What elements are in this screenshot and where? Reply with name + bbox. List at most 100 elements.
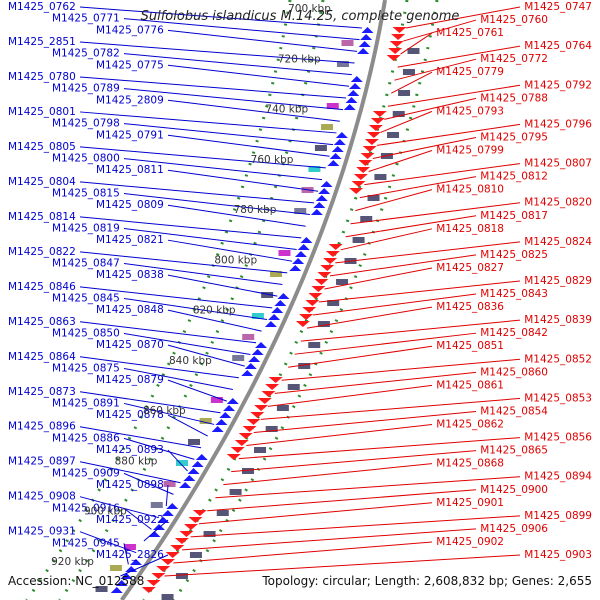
forward-gene-glyph [361,27,374,33]
reverse-gene-label: M1425_0839 [524,314,592,326]
forward-label-connector [123,402,215,425]
reverse-gene-glyph [349,188,364,194]
forward-gene-label: M1425_0780 [8,71,76,83]
forward-label-connector [123,263,283,286]
forward-label-connector [123,437,195,460]
reverse-gene-label: M1425_0868 [436,458,504,470]
reverse-gene-glyph [358,160,373,166]
forward-gene-glyph [277,293,290,299]
forward-gene-label: M1425_0875 [52,362,120,374]
forward-gene-glyph [329,153,342,159]
forward-gene-glyph [161,510,174,516]
feature-block [360,216,373,222]
reverse-label-connector [294,332,477,355]
feature-block [287,384,300,390]
reverse-gene-glyph [242,426,257,432]
reverse-gene-label: M1425_0793 [436,105,504,117]
reverse-gene-glyph [261,391,276,397]
forward-gene-glyph [195,454,208,460]
feature-block [392,111,405,117]
scale-label: 740 kbp [265,104,308,116]
forward-gene-glyph [271,307,284,313]
reverse-label-connector [306,306,433,329]
forward-gene-glyph [152,524,165,530]
forward-label-connector [123,472,174,495]
forward-gene-glyph [349,83,362,89]
reverse-gene-label: M1425_0900 [480,484,548,496]
forward-gene-glyph [335,132,348,138]
forward-gene-label: M1425_0896 [8,421,76,433]
reverse-gene-glyph [328,244,343,250]
feature-block [176,460,189,466]
forward-gene-glyph [360,34,373,40]
reverse-gene-glyph [368,125,383,131]
reverse-label-connector [312,293,477,316]
forward-gene-label: M1425_0771 [52,13,120,25]
reverse-label-connector [391,71,433,94]
reverse-gene-glyph [388,48,403,54]
feature-block [137,523,150,529]
feature-block [352,237,365,243]
reverse-gene-glyph [183,524,198,530]
feature-block [278,250,291,256]
forward-gene-glyph [315,195,328,201]
reverse-label-connector [340,228,433,251]
reverse-gene-label: M1425_0760 [480,14,548,26]
reverse-label-connector [215,476,521,499]
feature-block [398,90,411,96]
reverse-gene-glyph [146,580,161,586]
feature-block [336,61,349,67]
reverse-gene-label: M1425_0788 [480,92,548,104]
reverse-label-connector [368,150,433,172]
forward-gene-glyph [264,321,277,327]
reverse-label-connector [376,123,521,146]
scale-label: 720 kbp [278,53,321,65]
forward-gene-glyph [125,566,138,572]
forward-gene-glyph [358,41,371,47]
reverse-gene-glyph [160,559,175,565]
reverse-gene-glyph [156,566,171,572]
forward-gene-glyph [223,405,236,411]
forward-gene-glyph [115,580,128,586]
reverse-gene-label: M1425_0825 [480,249,548,261]
forward-label-connector [167,309,262,332]
forward-label-connector [79,216,302,239]
forward-gene-glyph [343,104,356,110]
forward-gene-glyph [255,342,268,348]
forward-label-connector [123,53,352,76]
forward-gene-glyph [331,146,344,152]
reverse-label-connector [288,345,433,368]
forward-gene-glyph [110,587,123,593]
forward-gene-label: M1425_0850 [52,327,120,339]
forward-label-connector [123,507,152,530]
feature-block [189,552,202,558]
reverse-gene-label: M1425_0843 [480,288,548,300]
forward-gene-label: M1425_0845 [52,292,120,304]
forward-label-connector [167,64,350,87]
feature-block [150,502,163,508]
reverse-gene-glyph [311,286,326,292]
forward-label-connector [123,158,323,181]
forward-label-connector [143,519,169,542]
scale-label: 840 kbp [169,355,212,367]
reverse-gene-glyph [370,118,385,124]
forward-gene-label: M1425_0864 [8,351,76,363]
forward-gene-glyph [187,468,200,474]
reverse-gene-glyph [257,398,272,404]
reverse-gene-glyph [366,132,381,138]
feature-block [221,376,234,382]
forward-label-connector [167,344,245,367]
reverse-gene-label: M1425_0852 [524,353,592,365]
reverse-label-connector [400,32,433,55]
scale-label: 800 kbp [214,254,257,266]
forward-gene-glyph [248,356,261,362]
reverse-label-connector [372,136,477,159]
feature-block [95,586,108,592]
forward-gene-glyph [166,503,179,509]
reverse-gene-glyph [151,573,166,579]
forward-label-connector [167,134,330,157]
reverse-gene-glyph [360,153,375,159]
reverse-gene-label: M1425_0824 [524,236,592,248]
forward-label-connector [79,181,315,204]
